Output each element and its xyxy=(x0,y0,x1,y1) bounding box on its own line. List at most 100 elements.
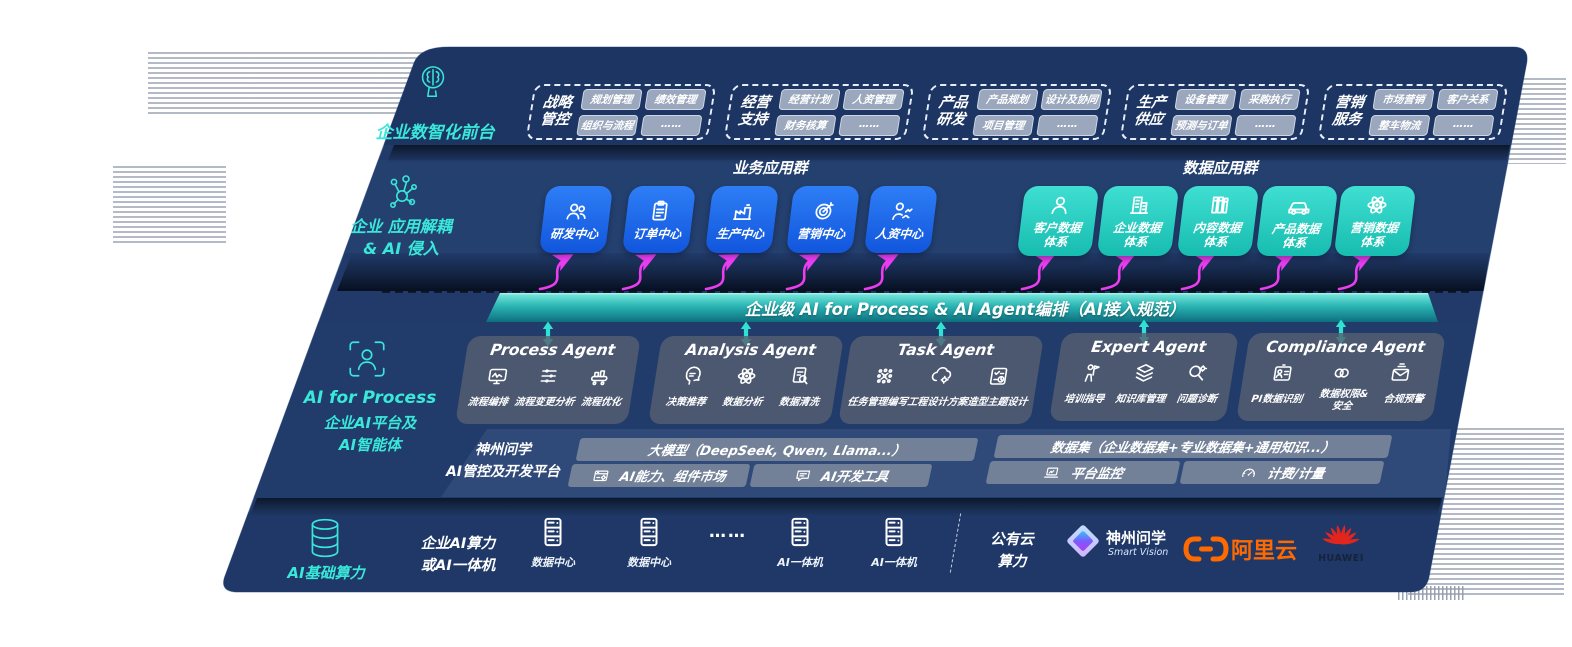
clipboard-icon xyxy=(652,200,668,221)
dataset-bar: 数据集（企业数据集+专业数据集+通用知识...） xyxy=(993,435,1393,458)
front-chip: 客户关系 xyxy=(1436,88,1499,110)
orchestration-bar-label: 企业级 AI for Process & AI Agent编排（AI接入规范） xyxy=(744,300,1186,319)
agent-capability: 问题诊断 xyxy=(1175,394,1218,405)
doc-search-icon xyxy=(792,367,808,385)
huawei-name: HUAWEI xyxy=(1318,553,1364,564)
front-group-product: 产品研发 产品规划 设计及协同 项目管理 …… xyxy=(921,84,1113,140)
agent-card-process: Process Agent 流程编排 流程变更分析 流程优化 xyxy=(455,336,641,424)
agent-capability: 知识库管理 xyxy=(1114,394,1167,405)
front-chip: 市场营销 xyxy=(1372,88,1435,110)
sliders-icon xyxy=(540,369,557,383)
front-chip: 绩效管理 xyxy=(644,88,707,110)
agent-card-compliance: Compliance Agent PI数据识别 数据权限&安全 合规预警 xyxy=(1236,333,1446,421)
app-center-marketing: 营销中心 xyxy=(785,186,861,253)
front-chip: 组织与流程 xyxy=(576,114,639,136)
devplat-name-line1: 神州问学 xyxy=(475,442,531,458)
chat-tools-icon xyxy=(795,470,810,481)
server-icon xyxy=(791,517,809,547)
head-chat-icon xyxy=(685,366,701,385)
data-system-customer: 客户数据体系 xyxy=(1016,186,1100,256)
building-icon xyxy=(1129,196,1148,215)
data-system-label: 产品数据体系 xyxy=(1271,221,1321,250)
front-group-label: 营销服务 xyxy=(1330,94,1366,128)
data-system-label: 企业数据体系 xyxy=(1112,221,1162,249)
aliyun-logo xyxy=(1183,536,1229,562)
front-chip: 经营计划 xyxy=(778,88,841,110)
decouple-title-line1: 企业 应用解耦 xyxy=(350,217,452,236)
data-system-label: 内容数据体系 xyxy=(1192,221,1242,249)
monitor-bar: 平台监控 xyxy=(985,461,1181,484)
front-chip: 预测与订单 xyxy=(1170,114,1233,136)
front-group-label: 战略管控 xyxy=(538,94,574,128)
front-chip: 规划管理 xyxy=(580,88,643,110)
agent-capability: 数据分析 xyxy=(721,397,764,408)
data-group-title: 数据应用群 xyxy=(1182,159,1258,177)
person-stats-icon xyxy=(892,202,913,220)
agent-capability: 决策推荐 xyxy=(664,397,707,408)
front-chip: …… xyxy=(1036,114,1099,136)
aliyun-name: 阿里云 xyxy=(1231,539,1298,564)
decouple-title: 企业 应用解耦 & AI 侵入 xyxy=(315,216,487,259)
user-icon xyxy=(1051,196,1067,215)
front-chip: 设备管理 xyxy=(1174,88,1237,110)
business-group-title: 业务应用群 xyxy=(732,159,808,177)
agent-capability: 造型主题设计 xyxy=(966,397,1029,408)
linked-rings-icon xyxy=(1334,368,1349,378)
ai-platform-subtitle: 企业AI平台及 AI智能体 xyxy=(295,413,445,457)
data-system-product: 产品数据体系 xyxy=(1255,186,1339,256)
front-office-title: 企业数智化前台 xyxy=(375,123,495,143)
compute-title: AI基础算力 xyxy=(287,564,365,582)
compute-node-label: 数据中心 xyxy=(627,556,671,569)
atom-icon xyxy=(1367,196,1387,214)
agent-card-task: Task Agent 任务管理 编写工程设计方案 造型主题设计 xyxy=(838,336,1044,424)
laptop-chart-icon xyxy=(1044,467,1059,478)
app-center-label: 研发中心 xyxy=(549,226,600,241)
front-chip: …… xyxy=(1432,114,1495,136)
app-center-production: 生产中心 xyxy=(704,186,780,253)
agent-title: Process Agent xyxy=(488,341,617,359)
server-icon xyxy=(640,517,658,547)
app-center-label: 生产中心 xyxy=(715,226,766,241)
enterprise-compute-line1: 企业AI算力 xyxy=(420,536,496,552)
devplat-name: 神州问学 AI管控及开发平台 xyxy=(432,440,574,483)
front-chip: 项目管理 xyxy=(972,114,1035,136)
conveyor-icon xyxy=(590,370,608,386)
stripe-decoration xyxy=(148,52,430,116)
compute-node-label: AI一体机 xyxy=(777,556,823,569)
agent-capability: 数据权限&安全 xyxy=(1318,389,1369,412)
front-group-marketing: 营销服务 市场营销 客户关系 整车物流 …… xyxy=(1317,84,1509,140)
cloud-gear-icon xyxy=(931,367,952,384)
id-card-icon xyxy=(1273,364,1293,381)
smartvision-name: 神州问学 xyxy=(1106,529,1167,547)
dataset-bar-label: 数据集（企业数据集+专业数据集+通用知识...） xyxy=(1049,441,1336,456)
model-bar: 大模型（DeepSeek, Qwen, Llama...） xyxy=(575,438,979,461)
molecule-icon xyxy=(390,175,417,208)
agent-card-analysis: Analysis Agent 决策推荐 数据分析 数据清洗 xyxy=(648,336,844,424)
metering-bar: 计费/计量 xyxy=(1179,461,1385,484)
agent-title: Expert Agent xyxy=(1089,338,1208,356)
metering-label: 计费/计量 xyxy=(1265,467,1326,482)
target-icon xyxy=(815,201,834,220)
huawei-logo xyxy=(1322,524,1360,545)
stripe-decoration xyxy=(113,166,226,244)
brain-icon xyxy=(421,66,445,98)
agent-title: Analysis Agent xyxy=(684,341,818,359)
app-center-label: 订单中心 xyxy=(632,226,683,241)
ai-platform-subtitle-line2: AI智能体 xyxy=(338,435,402,454)
atom-icon xyxy=(737,368,756,384)
agent-capability: 数据清洗 xyxy=(778,397,820,408)
person-frame-icon xyxy=(349,341,385,377)
front-chip: 人资管理 xyxy=(842,88,905,110)
agent-capability: 培训指导 xyxy=(1063,394,1105,405)
grid-dots-icon xyxy=(876,368,893,384)
users-icon xyxy=(566,203,586,220)
data-system-enterprise: 企业数据体系 xyxy=(1096,186,1180,256)
agent-title: Task Agent xyxy=(896,341,996,359)
front-group-label: 生产供应 xyxy=(1132,94,1168,128)
factory-icon xyxy=(733,203,752,220)
data-system-content: 内容数据体系 xyxy=(1176,186,1260,256)
columns-icon xyxy=(1211,196,1229,214)
app-center-rnd: 研发中心 xyxy=(538,186,614,253)
magenta-arrows xyxy=(538,254,1373,291)
